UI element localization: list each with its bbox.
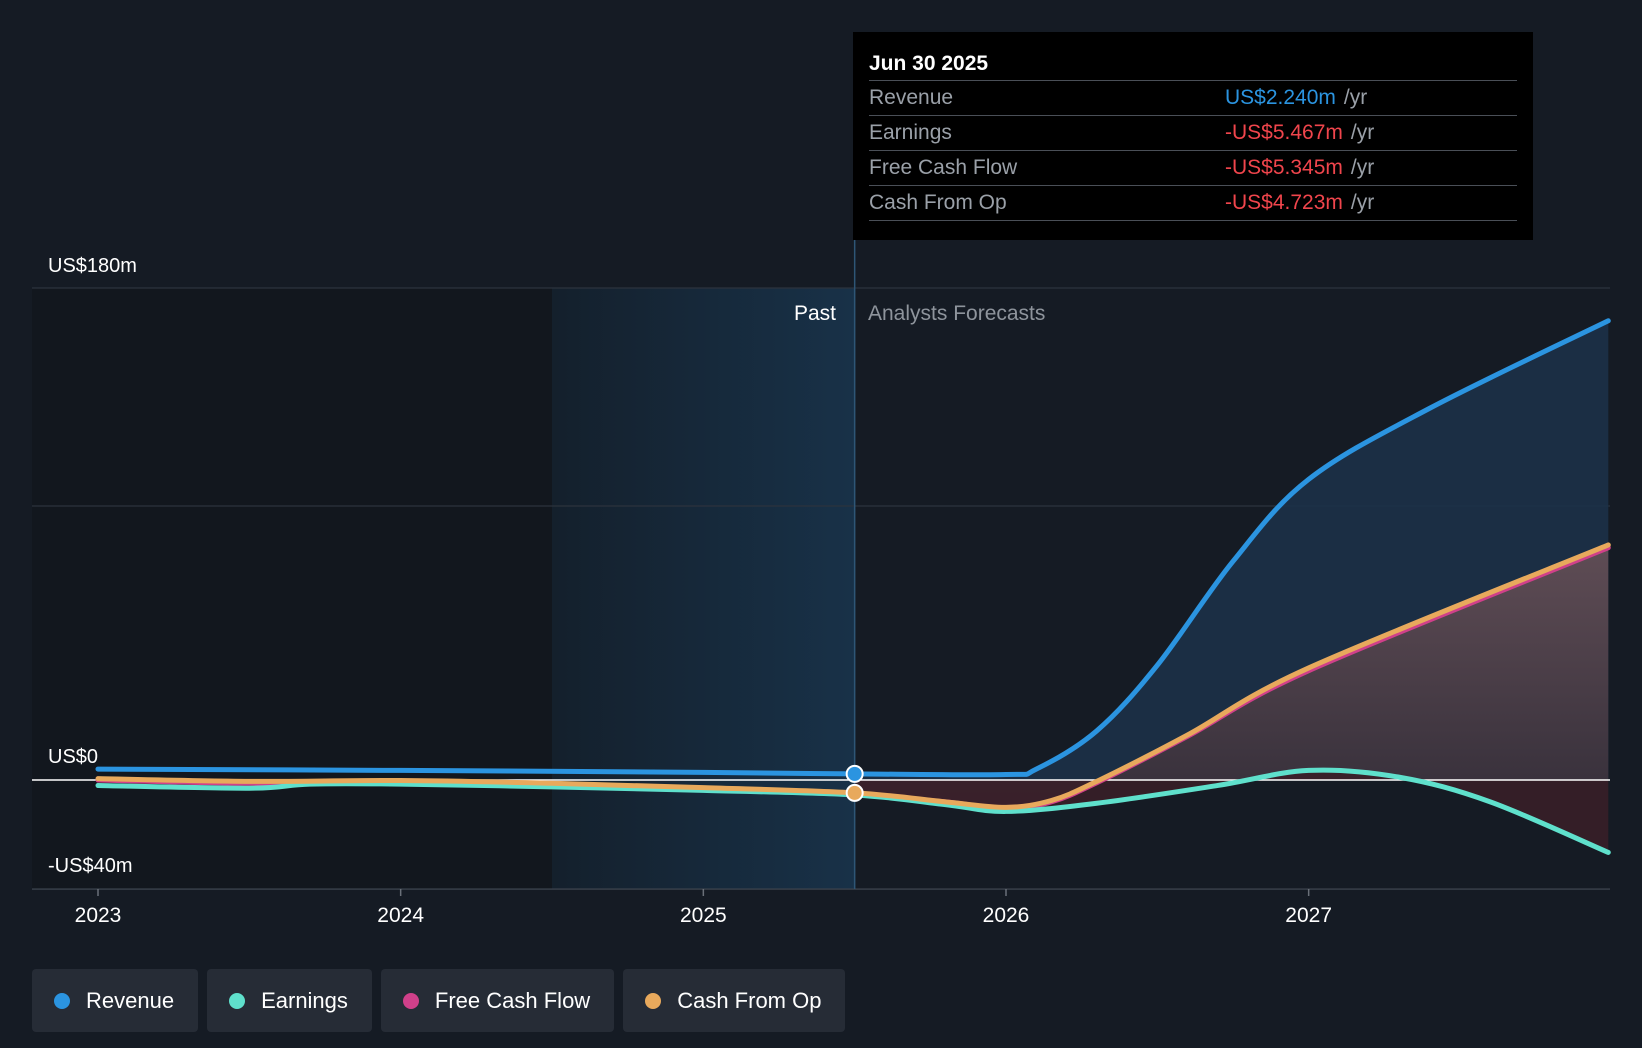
hover-tooltip: Jun 30 2025 Revenue US$2.240m /yr Earnin…: [853, 32, 1533, 240]
x-tick-label: 2026: [983, 904, 1030, 927]
legend-dot-icon: [54, 992, 70, 1009]
tooltip-label: Free Cash Flow: [869, 156, 1018, 179]
cash-from-op-forecast-fill: [854, 544, 1609, 808]
tooltip-value: -US$5.345m: [1225, 156, 1343, 179]
tooltip-row-cash-from-op: Cash From Op -US$4.723m /yr: [869, 185, 1517, 221]
series-line-cash-from-op: [95, 542, 1611, 810]
legend-dot-icon: [645, 992, 662, 1009]
tooltip-row-earnings: Earnings -US$5.467m /yr: [869, 115, 1517, 150]
legend-dot-icon: [229, 992, 246, 1009]
tooltip-label: Revenue: [869, 86, 954, 109]
tooltip-label: Earnings: [869, 121, 952, 144]
legend-label: Free Cash Flow: [434, 987, 591, 1013]
tooltip-row-free-cash-flow: Free Cash Flow -US$5.345m /yr: [869, 150, 1517, 185]
tooltip-unit: /yr: [1350, 156, 1375, 179]
marker-point-revenue: [845, 764, 864, 783]
forecast-label: Analysts Forecasts: [868, 302, 1045, 325]
legend-item-free-cash-flow[interactable]: Free Cash Flow: [380, 969, 615, 1032]
tooltip-unit: /yr: [1350, 191, 1375, 214]
recent-past-highlight: [552, 288, 855, 889]
tooltip-unit: /yr: [1343, 86, 1368, 109]
x-tick-label: 2023: [75, 904, 122, 927]
tooltip-unit: /yr: [1350, 121, 1375, 144]
legend-item-revenue[interactable]: Revenue: [32, 969, 199, 1032]
tooltip-value: -US$4.723m: [1225, 191, 1343, 214]
tooltip-row-revenue: Revenue US$2.240m /yr: [869, 80, 1517, 115]
tooltip-date: Jun 30 2025: [869, 52, 989, 75]
past-label: Past: [794, 302, 836, 325]
marker-point-cash-from-op: [845, 783, 864, 802]
y-axis-label-zero: US$0: [48, 746, 98, 768]
tooltip-value: -US$5.467m: [1225, 121, 1343, 144]
tooltip-label: Cash From Op: [869, 191, 1007, 214]
legend-dot-icon: [402, 992, 419, 1009]
legend-label: Revenue: [86, 987, 175, 1013]
legend-item-cash-from-op[interactable]: Cash From Op: [623, 969, 846, 1032]
legend-item-earnings[interactable]: Earnings: [207, 969, 372, 1032]
x-tick-label: 2024: [377, 904, 424, 927]
y-axis-label-bottom: -US$40m: [48, 855, 132, 877]
legend-label: Cash From Op: [677, 987, 822, 1013]
legend-label: Earnings: [261, 987, 348, 1013]
y-axis-label-top: US$180m: [48, 255, 137, 277]
series-line-revenue: [95, 318, 1611, 778]
chart-plot: US$180m US$0 -US$40m Past Analysts Forec…: [32, 240, 1611, 927]
earnings-forecast-fill: [854, 770, 1609, 853]
x-tick-label: 2027: [1285, 904, 1332, 927]
x-tick-label: 2025: [680, 904, 727, 927]
chart-legend: Revenue Earnings Free Cash Flow Cash Fro…: [32, 969, 846, 1032]
tooltip-value: US$2.240m: [1225, 86, 1336, 109]
